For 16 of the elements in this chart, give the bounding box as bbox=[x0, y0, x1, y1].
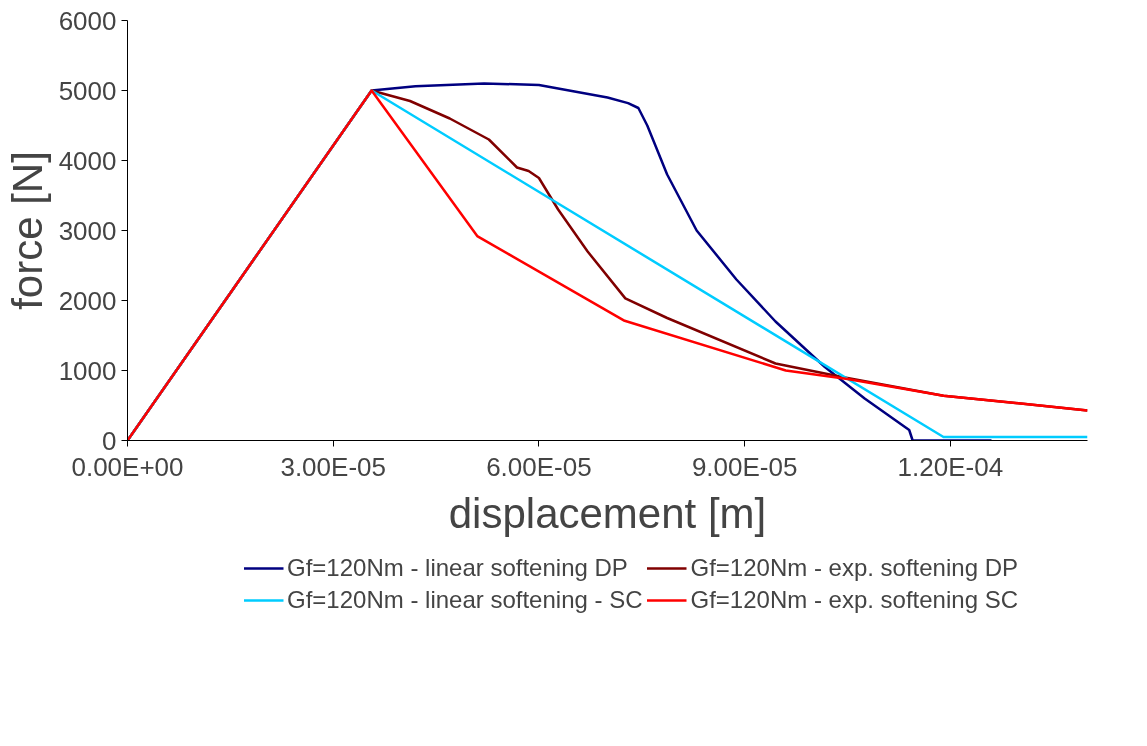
x-axis-title: displacement [m] bbox=[448, 489, 767, 537]
legend-label: Gf=120Nm - exp. softening SC bbox=[690, 586, 1018, 614]
x-tick-label: 3.00E-05 bbox=[280, 451, 386, 482]
y-tick-label: 6000 bbox=[58, 5, 117, 36]
legend-label: Gf=120Nm - linear softening DP bbox=[287, 554, 628, 582]
y-tick-label: 5000 bbox=[58, 75, 117, 106]
y-tick-label: 3000 bbox=[58, 215, 117, 246]
y-tick-label: 1000 bbox=[58, 355, 117, 386]
legend-label: Gf=120Nm - linear softening - SC bbox=[287, 586, 643, 614]
x-tick-label: 9.00E-05 bbox=[691, 451, 798, 482]
y-tick-label: 4000 bbox=[58, 145, 117, 176]
y-axis-title: force [N] bbox=[3, 151, 51, 310]
y-tick-label: 2000 bbox=[58, 285, 117, 316]
x-tick-label: 1.20E-04 bbox=[897, 451, 1004, 482]
legend-label: Gf=120Nm - exp. softening DP bbox=[690, 554, 1018, 582]
x-tick-label: 6.00E-05 bbox=[486, 451, 592, 482]
